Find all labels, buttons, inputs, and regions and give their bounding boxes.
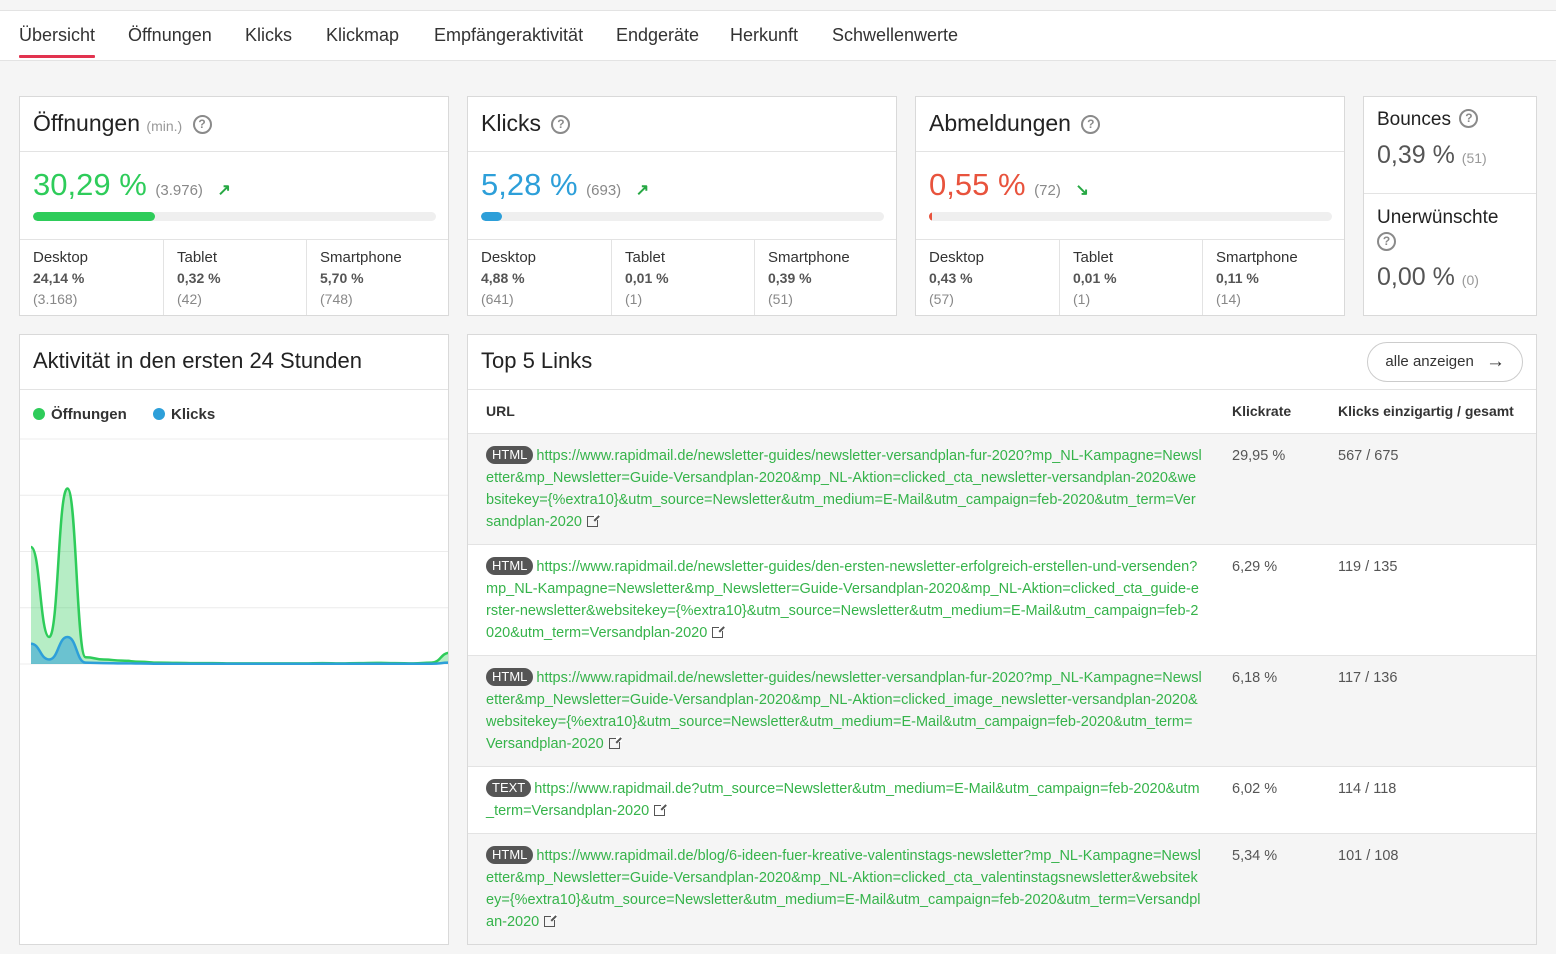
link-url[interactable]: https://www.rapidmail.de/blog/6-ideen-fu… (486, 848, 1201, 930)
arrow-up-icon: ↗ (635, 182, 650, 199)
series-line-opens[interactable] (29, 487, 449, 665)
table-row: HTML https://www.rapidmail.de/newsletter-… (468, 655, 1536, 766)
opens-rate: 30,29 % (33, 167, 147, 202)
series-area-opens (31, 488, 448, 664)
click-rate: 6,02 % (1232, 781, 1278, 797)
bounces-title: Bounces (1377, 109, 1451, 130)
opens-title: Öffnungen (33, 110, 141, 136)
click-count: 117 / 136 (1338, 670, 1398, 686)
clicks-progress-bar (481, 212, 884, 221)
legend-item-clicks[interactable]: Klicks (153, 406, 215, 423)
activity-chart (20, 438, 449, 666)
activity-title: Aktivität in den ersten 24 Stunden (33, 348, 362, 373)
clicks-count: (693) (586, 182, 622, 199)
unsubscribes-count: (72) (1034, 182, 1061, 199)
unsubscribes-device-desktop: Desktop 0,43 % (57) (929, 249, 985, 307)
tab-klickmap[interactable]: Klickmap (326, 25, 400, 45)
link-url[interactable]: https://www.rapidmail.de/newsletter-guid… (486, 448, 1202, 530)
table-row: HTML https://www.rapidmail.de/newsletter-… (468, 433, 1536, 544)
clicks-title: Klicks (481, 110, 542, 136)
link-url[interactable]: https://www.rapidmail.de?utm_source=News… (486, 781, 1200, 819)
clicks-device-desktop: Desktop 4,88 % (641) (481, 249, 537, 307)
link-url[interactable]: https://www.rapidmail.de/newsletter-guid… (486, 670, 1202, 752)
tab-uebersicht[interactable]: Übersicht (19, 11, 96, 60)
series-area-clicks (31, 637, 448, 664)
help-icon[interactable]: ? (1081, 115, 1101, 134)
link-url[interactable]: https://www.rapidmail.de/newsletter-guid… (486, 559, 1199, 641)
bounces-card: Bounces ? 0,39 % (51) Unerwünschte ? 0,0… (1363, 96, 1537, 316)
unsubscribes-device-smartphone: Smartphone 0,11 % (14) (1202, 240, 1344, 315)
type-badge: TEXT (486, 779, 532, 797)
external-link-icon[interactable] (544, 914, 558, 927)
show-all-button[interactable]: alle anzeigen → (1367, 342, 1523, 382)
unsubscribes-card: Abmeldungen ? 0,55 % (72) ↘ Desktop 0,43… (915, 96, 1345, 316)
type-badge: HTML (486, 557, 534, 575)
activity-card: Aktivität in den ersten 24 Stunden Öffnu… (19, 334, 449, 945)
arrow-down-icon: ↘ (1075, 182, 1089, 199)
tab-schwellenwerte[interactable]: Schwellenwerte (832, 25, 959, 45)
clicks-card: Klicks ? 5,28 % (693) ↗ Desktop 4,88 % (… (467, 96, 897, 316)
tab-herkunft[interactable]: Herkunft (730, 25, 799, 45)
table-row: TEXT https://www.rapidmail.de?utm_source=… (468, 766, 1536, 833)
opens-progress-bar (33, 212, 436, 221)
top-links-title: Top 5 Links (481, 348, 593, 373)
top-links-card: Top 5 Links alle anzeigen → URL Klickrat… (467, 334, 1537, 945)
click-rate: 6,29 % (1232, 559, 1278, 575)
tab-endgeraete[interactable]: Endgeräte (616, 25, 700, 45)
opens-card: Öffnungen (min.) ? 30,29 % (3.976) ↗ Des… (19, 96, 449, 316)
tab-klicks[interactable]: Klicks (245, 25, 293, 45)
external-link-icon[interactable] (712, 625, 726, 638)
column-header-click-rate[interactable]: Klickrate (1232, 403, 1292, 419)
click-count: 119 / 135 (1338, 559, 1398, 575)
legend-item-opens[interactable]: Öffnungen (33, 406, 127, 423)
tab-empfaengeraktivitaet[interactable]: Empfängeraktivität (434, 25, 584, 45)
bounces-rate: 0,39 % (1377, 141, 1455, 169)
clicks-rate: 5,28 % (481, 167, 578, 202)
type-badge: HTML (486, 668, 534, 686)
arrow-up-icon: ↗ (217, 182, 231, 199)
external-link-icon[interactable] (586, 514, 600, 527)
unsubscribes-title: Abmeldungen (929, 110, 1071, 136)
click-count: 101 / 108 (1338, 848, 1399, 864)
column-header-url[interactable]: URL (486, 403, 515, 419)
click-count: 114 / 118 (1338, 781, 1397, 797)
chart-legend: Öffnungen Klicks (33, 406, 215, 423)
type-badge: HTML (486, 446, 534, 464)
unwanted-rate: 0,00 % (1377, 263, 1455, 291)
unsubscribes-rate: 0,55 % (929, 167, 1026, 202)
column-header-clicks[interactable]: Klicks einzigartig / gesamt (1338, 403, 1514, 419)
click-rate: 5,34 % (1232, 848, 1278, 864)
external-link-icon[interactable] (608, 736, 622, 749)
opens-title-suffix: (min.) (146, 118, 183, 134)
click-rate: 29,95 % (1232, 448, 1286, 464)
table-row: HTML https://www.rapidmail.de/blog/6-idee… (468, 833, 1536, 944)
tab-oeffnungen[interactable]: Öffnungen (128, 25, 212, 45)
unwanted-count: (0) (1461, 272, 1479, 288)
table-row: HTML https://www.rapidmail.de/newsletter-… (468, 544, 1536, 655)
click-rate: 6,18 % (1232, 670, 1278, 686)
click-count: 567 / 675 (1338, 448, 1399, 464)
external-link-icon[interactable] (654, 803, 668, 816)
opens-count: (3.976) (155, 182, 203, 199)
help-icon[interactable]: ? (1377, 232, 1396, 251)
clicks-device-tablet: Tablet 0,01 % (1) (611, 240, 754, 315)
arrow-right-icon: → (1486, 351, 1505, 372)
series-line-clicks[interactable] (30, 635, 449, 666)
opens-device-smartphone: Smartphone 5,70 % (748) (306, 240, 448, 315)
clicks-device-smartphone: Smartphone 0,39 % (51) (754, 240, 896, 315)
opens-device-desktop: Desktop 24,14 % (3.168) (33, 249, 89, 307)
unwanted-title: Unerwünschte (1377, 207, 1499, 228)
bounces-count: (51) (1461, 150, 1487, 166)
tab-bar: Übersicht Öffnungen Klicks Klickmap Empf… (0, 11, 1556, 61)
unsubscribes-progress-bar (929, 212, 1332, 221)
help-icon[interactable]: ? (192, 115, 212, 134)
help-icon[interactable]: ? (1459, 109, 1479, 128)
help-icon[interactable]: ? (551, 115, 571, 134)
opens-device-tablet: Tablet 0,32 % (42) (163, 240, 306, 315)
type-badge: HTML (486, 846, 534, 864)
unsubscribes-device-tablet: Tablet 0,01 % (1) (1059, 240, 1202, 315)
